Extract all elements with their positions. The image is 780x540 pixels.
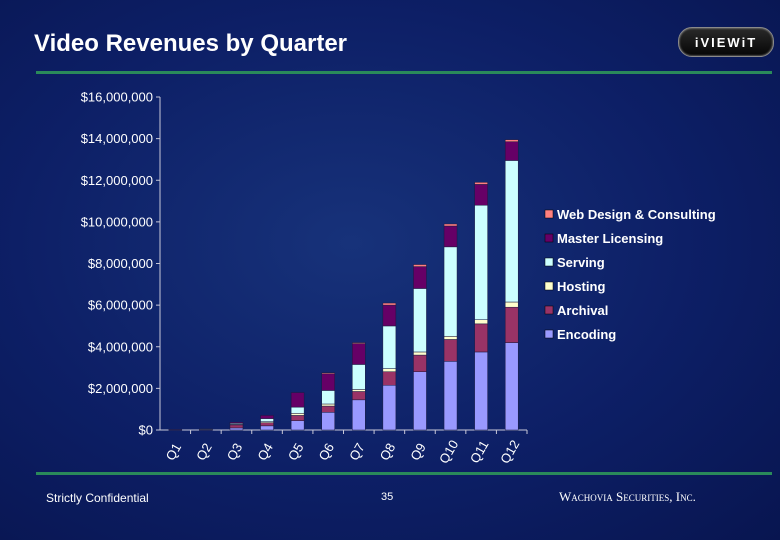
footer-divider <box>36 472 772 475</box>
bar-segment <box>382 325 397 369</box>
legend-label: Master Licensing <box>557 231 663 246</box>
x-tick-label: Q5 <box>285 440 307 463</box>
bar-segment <box>382 302 397 306</box>
bar-segment <box>229 424 244 429</box>
y-tick-label: $2,000,000 <box>88 381 153 396</box>
bar-segment <box>290 420 305 431</box>
bar-segment <box>504 306 519 343</box>
bar-segment <box>504 160 519 303</box>
bar-segment <box>413 288 427 353</box>
bar-segment <box>504 301 519 308</box>
bar-segment <box>443 246 458 337</box>
slide-title: Video Revenues by Quarter <box>34 30 348 57</box>
bar-segment <box>382 371 397 386</box>
bar-segment <box>413 264 427 267</box>
x-tick-label: Q3 <box>224 440 246 463</box>
bar-segment <box>413 354 427 372</box>
bar-segment <box>474 204 488 320</box>
bar-segment <box>474 323 488 353</box>
bar-segment <box>382 385 397 431</box>
bar-segment <box>321 390 335 405</box>
title-divider <box>36 71 772 74</box>
x-tick-label: Q2 <box>193 440 215 463</box>
bar-segment <box>382 368 397 372</box>
legend-swatch <box>544 329 554 339</box>
x-tick-label: Q10 <box>436 437 461 466</box>
legend-swatch <box>544 305 554 315</box>
bar-segment <box>474 351 488 431</box>
y-tick-label: $0 <box>139 423 153 438</box>
bar-segment <box>229 427 244 431</box>
bar-segment <box>352 399 366 431</box>
x-tick-label: Q1 <box>163 440 185 463</box>
bar-segment <box>352 343 366 365</box>
bar-segment <box>321 372 335 375</box>
legend-swatch <box>544 233 554 243</box>
bar-segment <box>260 422 274 427</box>
bar-segment <box>443 361 458 431</box>
bar-segment <box>413 371 427 431</box>
x-tick-label: Q7 <box>346 440 368 463</box>
legend-swatch <box>544 281 554 291</box>
bar-segment <box>504 342 519 431</box>
bar-segment <box>443 336 458 340</box>
bar-segment <box>260 415 274 419</box>
page-number: 35 <box>381 491 394 503</box>
y-tick-label: $6,000,000 <box>88 298 153 313</box>
bar-segment <box>474 182 488 185</box>
bar-segment <box>443 225 458 248</box>
company-name: Wachovia Securities, Inc. <box>559 489 696 504</box>
bar-segment <box>352 389 366 392</box>
y-tick-label: $8,000,000 <box>88 256 153 271</box>
bar-segment <box>352 342 366 344</box>
bar-segment <box>474 319 488 325</box>
bar-segment <box>290 413 305 416</box>
bar-segment <box>352 391 366 401</box>
confidentiality-note: Strictly Confidential <box>46 491 149 505</box>
bar-segment <box>321 405 335 413</box>
bar-segment <box>168 429 183 431</box>
bar-segment <box>229 422 244 424</box>
legend-label: Encoding <box>557 327 616 342</box>
legend-label: Web Design & Consulting <box>557 207 716 222</box>
revenue-stacked-bar-chart: $0 $2,000,000 $4,000,000 $6,000,000 $8,000,0… <box>81 90 716 466</box>
bar-segment <box>413 266 427 289</box>
legend-label: Archival <box>557 303 608 318</box>
bar-segment <box>321 403 335 407</box>
legend-swatch <box>544 257 554 267</box>
bar-segment <box>504 139 519 142</box>
y-tick-label: $10,000,000 <box>81 214 153 229</box>
legend-swatch <box>544 209 554 219</box>
bar-segment <box>321 373 335 391</box>
x-tick-label: Q4 <box>254 440 276 463</box>
bar-segment <box>474 184 488 206</box>
x-tick-label: Q9 <box>407 440 429 463</box>
bar-segment <box>199 428 213 430</box>
bar-segment <box>290 415 305 421</box>
bar-segment <box>290 406 305 414</box>
x-tick-label: Q6 <box>315 440 337 463</box>
x-tick-label: Q12 <box>497 437 522 466</box>
y-tick-label: $16,000,000 <box>81 90 153 105</box>
y-tick-label: $4,000,000 <box>88 339 153 354</box>
y-tick-label: $12,000,000 <box>81 173 153 188</box>
bar-segment <box>260 418 274 422</box>
bar-segment <box>413 351 427 356</box>
y-tick-label: $14,000,000 <box>81 131 153 146</box>
bar-segment <box>290 392 305 408</box>
bar-segment <box>504 141 519 161</box>
company-logo: iVIEWiT <box>678 27 774 57</box>
bar-segment <box>352 364 366 390</box>
legend-label: Hosting <box>557 279 605 294</box>
bar-segment <box>260 425 274 431</box>
bar-segment <box>321 412 335 431</box>
legend-label: Serving <box>557 255 605 270</box>
x-tick-label: Q11 <box>467 438 492 466</box>
x-tick-label: Q8 <box>377 440 399 463</box>
bar-segment <box>443 339 458 362</box>
bar-segment <box>443 223 458 227</box>
bar-segment <box>382 304 397 327</box>
